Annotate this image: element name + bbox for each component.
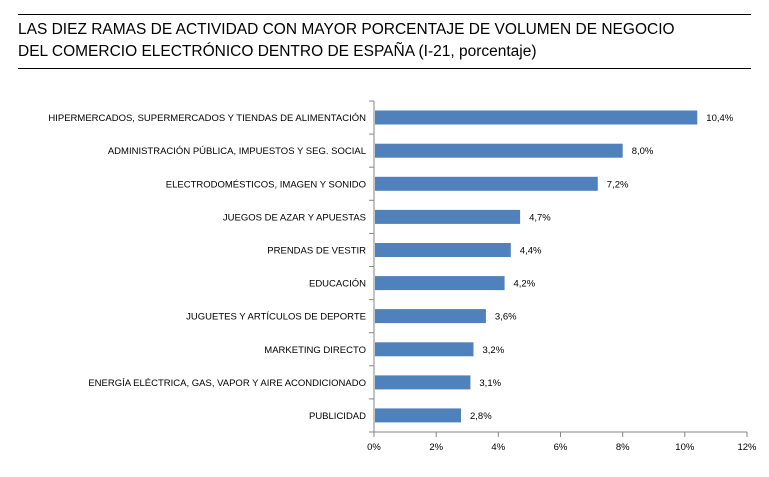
bar: [375, 176, 598, 191]
data-label: 4,7%: [529, 212, 551, 223]
category-label: ENERGÍA ELÉCTRICA, GAS, VAPOR Y AIRE ACO…: [88, 378, 366, 389]
chart-title-line-1: LAS DIEZ RAMAS DE ACTIVIDAD CON MAYOR PO…: [18, 21, 675, 38]
x-tick-label: 8%: [616, 442, 630, 453]
category-label: ELECTRODOMÉSTICOS, IMAGEN Y SONIDO: [166, 179, 366, 190]
data-label: 3,2%: [483, 345, 505, 356]
bar: [375, 309, 486, 324]
bar: [375, 143, 623, 158]
x-tick-label: 0%: [367, 442, 381, 453]
bar: [375, 209, 521, 224]
category-label: ADMINISTRACIÓN PÚBLICA, IMPUESTOS Y SEG.…: [108, 146, 366, 157]
data-label: 7,2%: [607, 179, 629, 190]
chart-title-line-2: DEL COMERCIO ELECTRÓNICO DENTRO DE ESPAÑ…: [18, 43, 537, 60]
data-label: 8,0%: [632, 146, 654, 157]
x-tick-label: 6%: [554, 442, 568, 453]
x-tick-label: 12%: [737, 442, 757, 453]
category-label: EDUCACIÓN: [309, 279, 366, 290]
category-label: HIPERMERCADOS, SUPERMERCADOS Y TIENDAS D…: [48, 113, 366, 124]
data-label: 3,6%: [495, 312, 517, 323]
x-tick-label: 10%: [675, 442, 695, 453]
bar: [375, 276, 505, 291]
chart-title: LAS DIEZ RAMAS DE ACTIVIDAD CON MAYOR PO…: [18, 14, 751, 69]
data-label: 4,2%: [514, 279, 536, 290]
bar: [375, 375, 471, 390]
category-label: JUGUETES Y ARTÍCULOS DE DEPORTE: [186, 312, 366, 323]
bar: [375, 110, 698, 125]
data-label: 4,4%: [520, 246, 542, 257]
data-label: 3,1%: [479, 378, 501, 389]
category-label: PRENDAS DE VESTIR: [267, 246, 366, 257]
bar: [375, 243, 511, 257]
bar: [375, 408, 461, 423]
x-tick-label: 2%: [429, 442, 443, 453]
category-label: PUBLICIDAD: [309, 411, 366, 422]
category-label: MARKETING DIRECTO: [264, 345, 366, 356]
x-tick-label: 4%: [491, 442, 505, 453]
category-label: JUEGOS DE AZAR Y APUESTAS: [223, 212, 366, 223]
bar: [375, 342, 474, 357]
data-label: 10,4%: [706, 113, 733, 124]
data-label: 2,8%: [470, 411, 492, 422]
